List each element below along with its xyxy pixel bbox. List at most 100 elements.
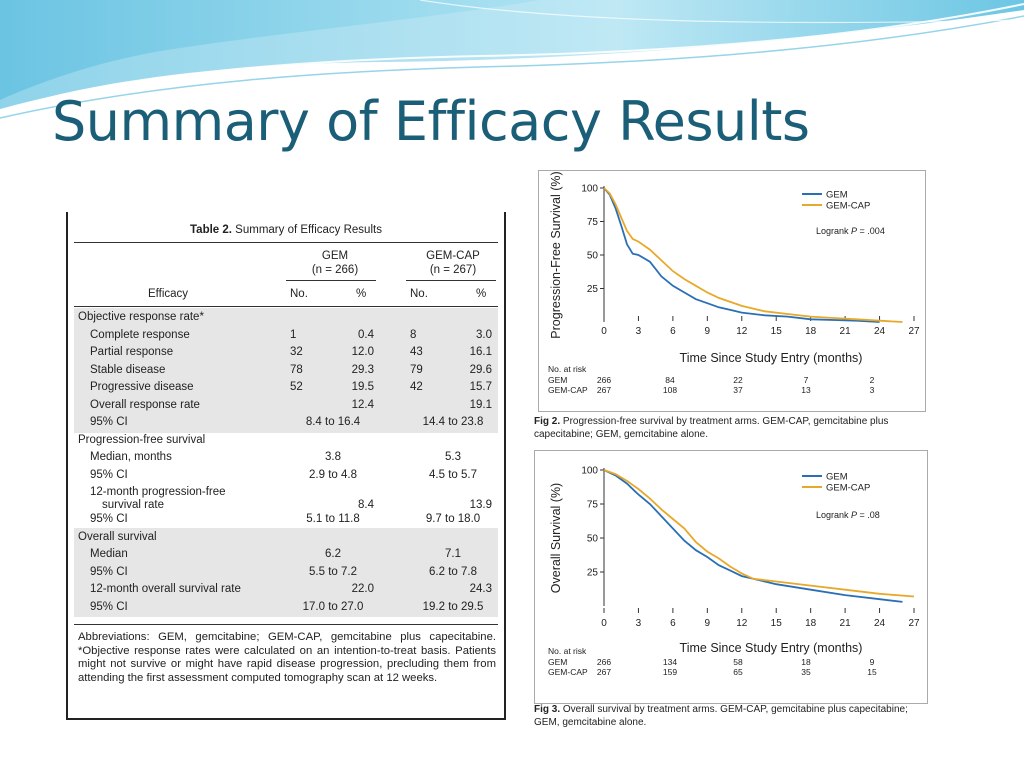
table-rule — [74, 306, 498, 307]
risk-value: 35 — [801, 667, 811, 677]
risk-value: 134 — [663, 657, 677, 667]
table-cell-gemcap-no: 43 — [410, 346, 423, 358]
table-row-label: Stable disease — [90, 363, 166, 376]
table-cell-gem-no: 52 — [290, 381, 303, 393]
series-line-gem-cap — [603, 469, 915, 598]
table-cell-gem-no: 1 — [290, 328, 297, 341]
x-tick-label: 27 — [908, 618, 920, 629]
table-cell-gem-pct: 19.5 — [351, 381, 374, 393]
y-tick-label: 25 — [587, 568, 599, 579]
table-cell-gemcap-no: 79 — [410, 363, 423, 376]
fig3-caption: Fig 3. Overall survival by treatment arm… — [534, 704, 908, 728]
col-pct-gem: % — [356, 288, 367, 300]
x-axis-label: Time Since Study Entry (months) — [680, 641, 863, 655]
x-tick-label: 3 — [636, 618, 642, 629]
table-row-label: Partial response — [90, 346, 174, 358]
group-rule — [406, 280, 496, 281]
table-section-shade — [74, 527, 498, 618]
table-row-label: 12-month progression-free — [90, 486, 226, 498]
fig2-caption: Fig 2. Progression-free survival by trea… — [534, 416, 889, 440]
logrank-annotation: Logrank P = .08 — [816, 510, 880, 520]
table-cell-gem: 2.9 to 4.8 — [309, 468, 357, 481]
x-tick-label: 6 — [670, 326, 676, 337]
table-row-label: 95% CI — [90, 565, 128, 578]
table-section-heading: Objective response rate* — [78, 311, 204, 323]
legend-label: GEM — [826, 190, 848, 201]
risk-value: 7 — [804, 375, 809, 385]
x-tick-label: 27 — [908, 326, 920, 337]
legend-label: GEM-CAP — [826, 483, 870, 494]
group-gemcap-n: (n = 267) — [429, 264, 477, 276]
table-cell-gemcap: 4.5 to 5.7 — [429, 468, 477, 481]
logrank-p: P — [851, 226, 857, 236]
risk-value: 267 — [597, 385, 611, 395]
logrank-label: Logrank — [816, 510, 851, 520]
table-cell-gemcap: 5.3 — [445, 451, 461, 463]
table-row-label: Overall response rate — [90, 398, 200, 411]
table-cell-gemcap-pct: 19.1 — [469, 398, 492, 411]
table-cell-gem: 5.1 to 11.8 — [306, 513, 360, 526]
x-tick-label: 15 — [771, 326, 783, 337]
y-tick-label: 75 — [587, 217, 599, 228]
risk-value: 13 — [801, 385, 811, 395]
efficacy-header: Efficacy — [147, 288, 189, 300]
x-tick-label: 12 — [736, 618, 748, 629]
col-pct-gemcap: % — [476, 288, 487, 300]
risk-value: 2 — [870, 375, 875, 385]
figure-os-frame — [534, 450, 928, 704]
table-cell-gemcap: 6.2 to 7.8 — [429, 565, 477, 578]
x-tick-label: 0 — [601, 618, 607, 629]
x-axis-label: Time Since Study Entry (months) — [680, 351, 863, 365]
figure-pfs: 25 50 75 100 0 3 6 9 12 15 18 21 24 27 Time Since Stud… — [534, 166, 926, 446]
x-tick-label: 12 — [736, 326, 748, 337]
risk-value: 22 — [733, 375, 743, 385]
x-tick-label: 18 — [805, 618, 817, 629]
legend-label: GEM-CAP — [826, 201, 870, 212]
x-tick-label: 24 — [874, 618, 886, 629]
y-tick-label: 25 — [587, 284, 599, 295]
table-cell-gem-pct: 22.0 — [351, 583, 374, 596]
series-line-gem — [603, 469, 903, 603]
series-line-gem-cap — [603, 187, 903, 323]
table-row-label: survival rate — [102, 499, 164, 511]
risk-value: 65 — [733, 667, 743, 677]
y-tick-label: 75 — [587, 500, 599, 511]
table-cell-gem-pct: 0.4 — [358, 328, 374, 341]
logrank-value: = .08 — [857, 510, 880, 520]
table-cell-gem-pct: 8.4 — [358, 499, 374, 511]
table-cell-gemcap: 14.4 to 23.8 — [422, 416, 484, 428]
y-tick-label: 50 — [587, 534, 599, 545]
table-row-label: 95% CI — [90, 468, 128, 481]
table-cell-gem-pct: 29.3 — [351, 363, 374, 376]
logrank-label: Logrank — [816, 226, 851, 236]
risk-value: 37 — [733, 385, 743, 395]
table-cell-gemcap: 19.2 to 29.5 — [422, 600, 484, 613]
risk-value: 266 — [597, 375, 611, 385]
risk-row-name: GEM — [548, 375, 567, 385]
x-tick-label: 0 — [601, 326, 607, 337]
table-row-label: 95% CI — [90, 416, 128, 428]
table-row-label: Progressive disease — [90, 381, 194, 393]
table-cell-gem: 5.5 to 7.2 — [309, 565, 357, 578]
table-row-label: Complete response — [90, 328, 190, 341]
x-tick-label: 3 — [636, 326, 642, 337]
x-tick-label: 15 — [771, 618, 783, 629]
table-cell-gemcap-no: 8 — [410, 328, 417, 341]
table-row-label: 12-month overall survival rate — [90, 583, 241, 596]
table-cell-gemcap-pct: 24.3 — [469, 583, 492, 596]
table-row-label: 95% CI — [90, 513, 128, 526]
table-title: Table 2. Summary of Efficacy Results — [190, 224, 382, 236]
logrank-p: P — [851, 510, 857, 520]
risk-row-name: GEM-CAP — [548, 667, 588, 677]
risk-header: No. at risk — [548, 646, 587, 656]
group-rule — [286, 280, 376, 281]
logrank-annotation: Logrank P = .004 — [816, 226, 885, 236]
efficacy-table: Table 2. Summary of Efficacy Results GEM… — [66, 212, 506, 720]
group-gemcap-name: GEM-CAP — [426, 250, 480, 262]
table-cell-gemcap-pct: 29.6 — [469, 363, 492, 376]
risk-value: 58 — [733, 657, 743, 667]
table-cell-gem: 8.4 to 16.4 — [305, 416, 361, 428]
table-cell-gem: 6.2 — [325, 548, 341, 561]
risk-row-name: GEM-CAP — [548, 385, 588, 395]
page-title: Summary of Efficacy Results — [52, 90, 810, 153]
